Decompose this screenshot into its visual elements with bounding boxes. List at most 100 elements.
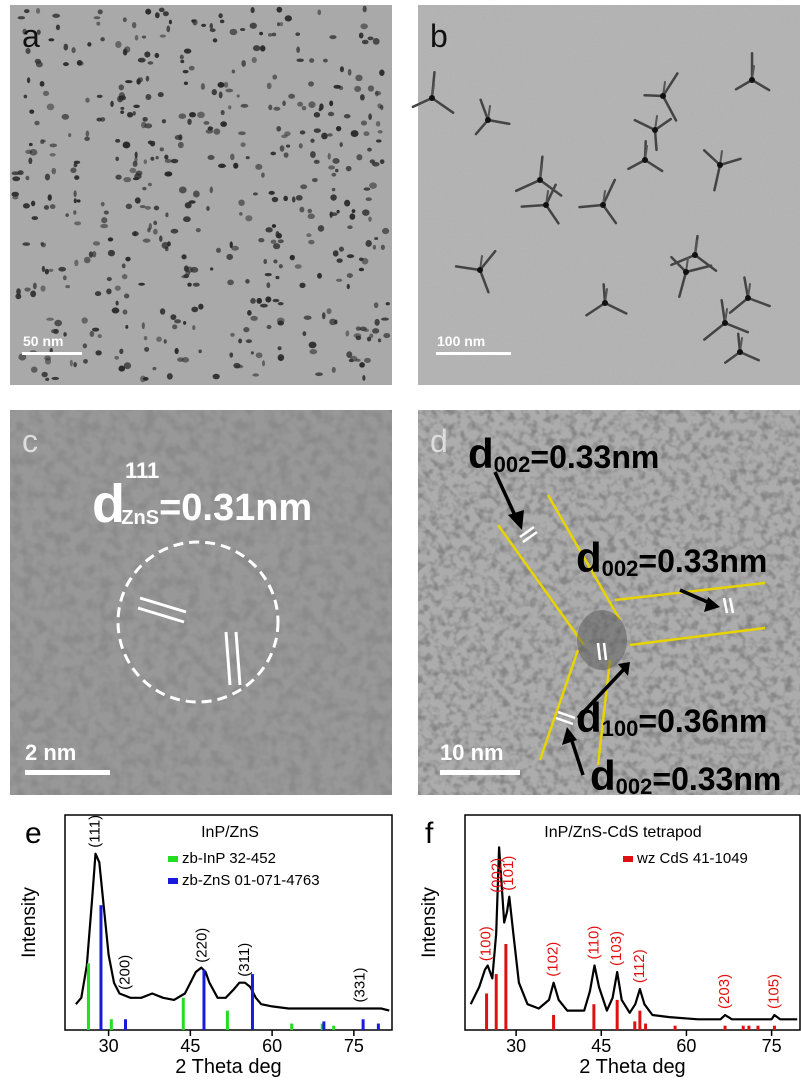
nanoparticle — [310, 151, 316, 158]
legend-swatch — [623, 856, 633, 862]
nanoparticle — [233, 163, 238, 169]
nanoparticle — [272, 224, 276, 228]
nanoparticle — [278, 357, 283, 360]
nanoparticle — [142, 322, 145, 329]
nanoparticle — [312, 178, 318, 182]
panel-label: a — [22, 18, 40, 54]
nanoparticle — [309, 342, 317, 349]
peak-label: (101) — [500, 856, 517, 891]
nanoparticle — [362, 375, 365, 381]
nanoparticle — [77, 199, 81, 202]
nanoparticle — [115, 157, 119, 161]
nanoparticle — [272, 197, 279, 202]
tetrapod-core — [717, 162, 723, 168]
nanoparticle — [24, 95, 28, 99]
nanoparticle — [62, 114, 69, 120]
nanoparticle — [183, 216, 191, 222]
nanoparticle — [238, 339, 242, 344]
nanoparticle — [197, 112, 205, 118]
nanoparticle — [378, 130, 383, 133]
nanoparticle — [74, 198, 77, 203]
nanoparticle — [332, 158, 339, 164]
nanoparticle — [349, 213, 355, 219]
nanoparticle — [46, 318, 54, 321]
nanoparticle — [317, 273, 322, 279]
tetrapod-core — [537, 177, 543, 183]
nanoparticle — [360, 327, 367, 331]
nanoparticle — [368, 216, 372, 221]
nanoparticle — [154, 206, 159, 211]
nanoparticle — [96, 22, 100, 26]
nanoparticle — [253, 192, 258, 195]
nanoparticle — [300, 130, 306, 134]
nanoparticle — [140, 205, 146, 208]
nanoparticle — [56, 24, 60, 30]
nanoparticle — [49, 143, 57, 147]
nanoparticle — [261, 172, 265, 177]
nanoparticle — [127, 112, 133, 118]
nanoparticle — [362, 209, 369, 216]
nanoparticle — [321, 133, 328, 140]
d-value: =0.33nm — [652, 761, 781, 797]
nanoparticle — [383, 333, 390, 338]
scale-bar-label: 2 nm — [25, 740, 76, 765]
nanoparticle — [330, 194, 336, 200]
nanoparticle — [362, 258, 369, 265]
nanoparticle — [218, 13, 222, 18]
nanoparticle — [363, 131, 369, 136]
nanoparticle — [214, 128, 221, 134]
nanoparticle — [265, 296, 271, 302]
nanoparticle — [177, 357, 183, 362]
nanoparticle — [169, 20, 172, 25]
nanoparticle — [297, 102, 303, 107]
nanoparticle — [45, 269, 49, 275]
nanoparticle — [74, 190, 77, 197]
nanoparticle — [374, 302, 379, 308]
nanoparticle — [74, 221, 81, 225]
nanoparticle — [246, 156, 250, 159]
nanoparticle — [216, 248, 221, 253]
nanoparticle — [160, 308, 165, 314]
nanoparticle — [331, 173, 336, 177]
nanoparticle — [165, 171, 172, 176]
nanoparticle — [175, 348, 179, 354]
nanoparticle — [63, 275, 67, 280]
nanoparticle — [135, 197, 141, 203]
nanoparticle — [12, 171, 20, 175]
nanoparticle — [94, 16, 101, 19]
nanoparticle — [315, 372, 323, 376]
nanoparticle — [43, 91, 49, 96]
nanoparticle — [285, 15, 292, 21]
nanoparticle — [137, 77, 143, 82]
nanoparticle — [372, 162, 379, 167]
nanoparticle — [306, 233, 311, 237]
nanoparticle — [124, 46, 130, 52]
nanoparticle — [218, 82, 225, 88]
nanoparticle — [198, 350, 201, 354]
nanoparticle — [295, 264, 302, 269]
nanoparticle — [302, 106, 307, 111]
nanoparticle — [135, 35, 139, 41]
nanoparticle — [174, 319, 181, 323]
nanoparticle — [108, 250, 115, 257]
nanoparticle — [84, 257, 91, 264]
nanoparticle — [265, 227, 272, 232]
d-symbol: d — [576, 694, 602, 741]
nanoparticle — [332, 188, 336, 191]
nanoparticle — [245, 279, 249, 284]
nanoparticle — [34, 121, 39, 126]
nanoparticle — [104, 211, 109, 215]
nanoparticle — [181, 254, 186, 259]
nanoparticle — [375, 91, 381, 95]
nanoparticle — [241, 104, 249, 108]
nanoparticle — [165, 247, 169, 251]
nanoparticle — [308, 101, 315, 108]
nanoparticle — [133, 105, 140, 108]
nanoparticle — [73, 210, 76, 214]
nanoparticle — [155, 53, 160, 58]
nanoparticle — [183, 70, 189, 74]
nanoparticle — [355, 359, 360, 362]
nanoparticle — [340, 66, 344, 72]
legend-label: zb-ZnS 01-071-4763 — [182, 872, 320, 889]
nanoparticle — [48, 269, 53, 272]
